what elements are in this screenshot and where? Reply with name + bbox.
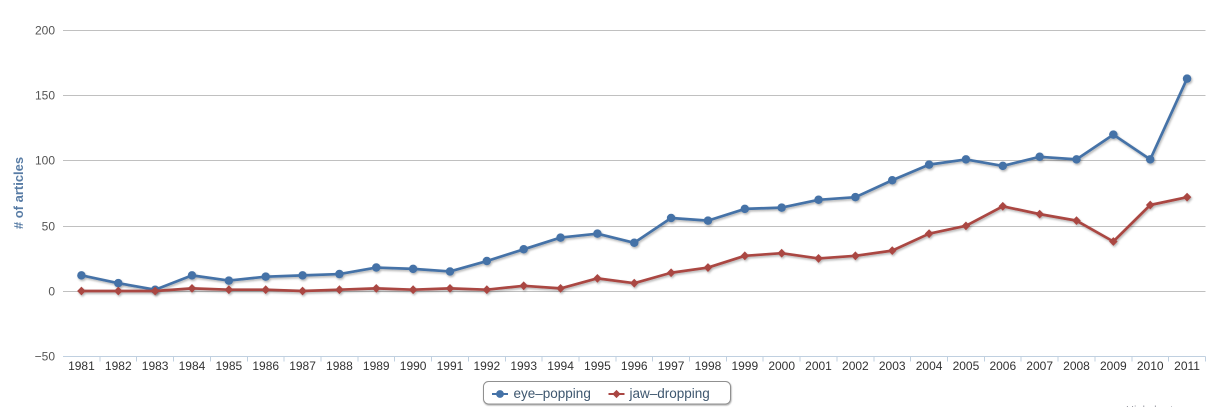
svg-text:2001: 2001 [805,359,832,373]
svg-text:1983: 1983 [142,359,169,373]
svg-text:1991: 1991 [437,359,464,373]
svg-text:2007: 2007 [1026,359,1053,373]
svg-text:1998: 1998 [695,359,722,373]
svg-text:1981: 1981 [68,359,95,373]
svg-text:1985: 1985 [215,359,242,373]
svg-text:2004: 2004 [916,359,943,373]
svg-text:50: 50 [42,220,56,234]
svg-text:# of articles: # of articles [11,157,26,229]
svg-text:1994: 1994 [547,359,574,373]
svg-text:150: 150 [35,89,55,103]
svg-text:jaw–dropping: jaw–dropping [629,386,710,401]
svg-text:1982: 1982 [105,359,132,373]
svg-text:2003: 2003 [879,359,906,373]
svg-text:2005: 2005 [953,359,980,373]
svg-text:1988: 1988 [326,359,353,373]
svg-text:100: 100 [35,154,55,168]
svg-text:1999: 1999 [731,359,758,373]
svg-text:1984: 1984 [179,359,206,373]
svg-text:1987: 1987 [289,359,316,373]
svg-text:1986: 1986 [252,359,279,373]
svg-text:2009: 2009 [1100,359,1127,373]
svg-text:2008: 2008 [1063,359,1090,373]
svg-text:1996: 1996 [621,359,648,373]
svg-text:2011: 2011 [1174,359,1200,373]
svg-text:2000: 2000 [768,359,795,373]
svg-text:−50: −50 [35,350,56,364]
svg-text:2010: 2010 [1137,359,1164,373]
svg-text:200: 200 [35,24,55,38]
svg-text:1992: 1992 [473,359,500,373]
svg-text:1995: 1995 [584,359,611,373]
svg-text:1990: 1990 [400,359,427,373]
svg-text:0: 0 [48,285,55,299]
svg-text:1993: 1993 [510,359,537,373]
svg-text:1989: 1989 [363,359,390,373]
svg-text:1997: 1997 [658,359,685,373]
svg-text:eye–popping: eye–popping [514,386,591,401]
svg-text:2006: 2006 [989,359,1016,373]
svg-text:2002: 2002 [842,359,869,373]
